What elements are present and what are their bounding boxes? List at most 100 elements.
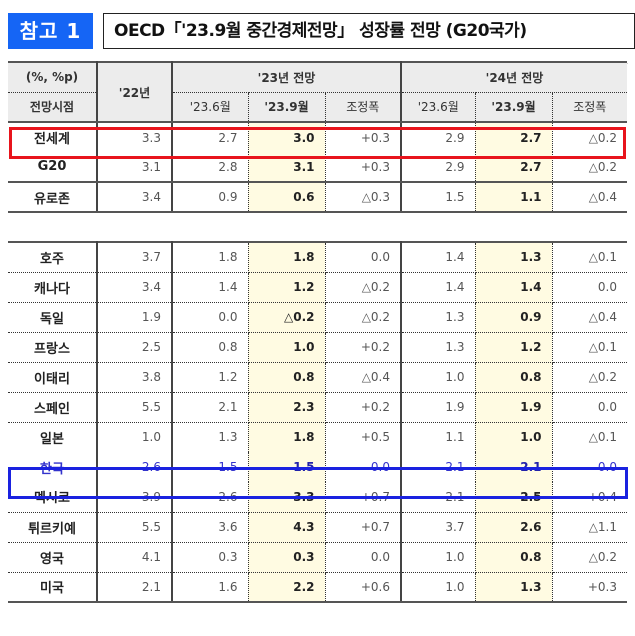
cell-2022: 2.6: [97, 452, 173, 482]
cell-24-sep: 2.1: [475, 452, 553, 482]
header-24-adj: 조정폭: [552, 92, 627, 123]
cell-24-sep: 2.7: [475, 122, 553, 152]
header-24-jun: '23.6월: [401, 92, 476, 123]
cell-24-adj: △0.1: [552, 242, 627, 273]
table-row-canada: 캐나다 3.4 1.4 1.2 △0.2 1.4 1.4 0.0: [8, 272, 627, 303]
cell-24-sep: 1.2: [475, 332, 553, 363]
row-label: 전세계: [8, 122, 98, 152]
cell-23-adj: 0.0: [325, 452, 402, 482]
header-24-sep: '23.9월: [475, 92, 553, 123]
cell-2022: 3.4: [97, 182, 173, 213]
cell-24-adj: 0.0: [552, 392, 627, 423]
cell-24-sep: 1.0: [475, 422, 553, 452]
row-label: 튀르키예: [8, 512, 98, 543]
cell-24-sep: 1.3: [475, 242, 553, 273]
row-label: 미국: [8, 572, 98, 603]
cell-23-sep: 2.2: [248, 572, 326, 603]
table-row-mexico: 멕시코 3.9 2.6 3.3 +0.7 2.1 2.5 +0.4: [8, 482, 627, 513]
row-label: 독일: [8, 302, 98, 333]
cell-24-sep: 0.9: [475, 302, 553, 333]
header-group-2024: '24년 전망: [401, 61, 627, 93]
cell-2022: 5.5: [97, 512, 173, 543]
cell-23-adj: △0.2: [325, 272, 402, 303]
cell-24-sep: 2.6: [475, 512, 553, 543]
cell-23-jun: 0.3: [172, 542, 249, 573]
cell-24-sep: 1.9: [475, 392, 553, 423]
cell-23-sep: 0.8: [248, 362, 326, 393]
cell-23-adj: △0.3: [325, 182, 402, 213]
cell-2022: 3.8: [97, 362, 173, 393]
cell-24-adj: +0.3: [552, 572, 627, 603]
row-label: 스페인: [8, 392, 98, 423]
cell-24-jun: 1.0: [401, 362, 476, 393]
cell-23-adj: 0.0: [325, 242, 402, 273]
cell-24-sep: 0.8: [475, 362, 553, 393]
table-row-turkiye: 튀르키예 5.5 3.6 4.3 +0.7 3.7 2.6 △1.1: [8, 512, 627, 543]
cell-23-adj: +0.3: [325, 122, 402, 152]
cell-24-adj: △0.2: [552, 152, 627, 183]
cell-24-jun: 1.3: [401, 332, 476, 363]
cell-23-adj: △0.2: [325, 302, 402, 333]
cell-24-jun: 1.4: [401, 242, 476, 273]
cell-23-adj: +0.6: [325, 572, 402, 603]
header-group-2023: '23년 전망: [172, 61, 402, 93]
cell-24-sep: 1.4: [475, 272, 553, 303]
row-label: 멕시코: [8, 482, 98, 513]
cell-24-adj: +0.4: [552, 482, 627, 513]
cell-23-jun: 3.6: [172, 512, 249, 543]
cell-24-sep: 2.7: [475, 152, 553, 183]
cell-24-jun: 1.0: [401, 572, 476, 603]
cell-2022: 4.1: [97, 542, 173, 573]
cell-23-sep: △0.2: [248, 302, 326, 333]
cell-23-sep: 3.1: [248, 152, 326, 183]
cell-24-adj: △0.2: [552, 542, 627, 573]
table-row-germany: 독일 1.9 0.0 △0.2 △0.2 1.3 0.9 △0.4: [8, 302, 627, 333]
cell-23-sep: 1.5: [248, 452, 326, 482]
cell-23-jun: 1.4: [172, 272, 249, 303]
table-row-world: 전세계 3.3 2.7 3.0 +0.3 2.9 2.7 △0.2: [8, 122, 627, 152]
cell-24-sep: 1.1: [475, 182, 553, 213]
table-row-usa: 미국 2.1 1.6 2.2 +0.6 1.0 1.3 +0.3: [8, 572, 627, 603]
cell-24-jun: 2.9: [401, 122, 476, 152]
row-label: 이태리: [8, 362, 98, 393]
cell-23-jun: 1.6: [172, 572, 249, 603]
cell-24-jun: 1.0: [401, 542, 476, 573]
table-row-italy: 이태리 3.8 1.2 0.8 △0.4 1.0 0.8 △0.2: [8, 362, 627, 393]
cell-24-jun: 1.3: [401, 302, 476, 333]
table-row-australia: 호주 3.7 1.8 1.8 0.0 1.4 1.3 △0.1: [8, 242, 627, 273]
cell-24-sep: 1.3: [475, 572, 553, 603]
cell-23-jun: 0.9: [172, 182, 249, 213]
spacer-row: [8, 212, 627, 242]
page-title: OECD「'23.9월 중간경제전망」 성장률 전망 (G20국가): [103, 13, 635, 49]
cell-23-sep: 3.0: [248, 122, 326, 152]
cell-23-sep: 4.3: [248, 512, 326, 543]
cell-24-jun: 2.9: [401, 152, 476, 183]
cell-23-adj: +0.2: [325, 392, 402, 423]
cell-2022: 2.1: [97, 572, 173, 603]
cell-23-adj: +0.7: [325, 512, 402, 543]
cell-23-jun: 2.6: [172, 482, 249, 513]
cell-23-sep: 1.0: [248, 332, 326, 363]
table-row-uk: 영국 4.1 0.3 0.3 0.0 1.0 0.8 △0.2: [8, 542, 627, 573]
cell-23-jun: 2.1: [172, 392, 249, 423]
cell-24-jun: 2.1: [401, 452, 476, 482]
row-label: G20: [8, 152, 98, 183]
cell-23-adj: +0.3: [325, 152, 402, 183]
unit-label: (%, %p): [8, 61, 98, 93]
cell-24-jun: 1.4: [401, 272, 476, 303]
reference-badge: 참고 1: [8, 13, 93, 49]
header-23-adj: 조정폭: [325, 92, 402, 123]
row-label: 한국: [8, 452, 98, 482]
cell-24-jun: 1.1: [401, 422, 476, 452]
cell-24-jun: 1.5: [401, 182, 476, 213]
cell-23-sep: 1.2: [248, 272, 326, 303]
cell-24-adj: △0.2: [552, 362, 627, 393]
cell-24-jun: 3.7: [401, 512, 476, 543]
cell-2022: 3.9: [97, 482, 173, 513]
title-row: 참고 1 OECD「'23.9월 중간경제전망」 성장률 전망 (G20국가): [8, 13, 635, 64]
row-label: 프랑스: [8, 332, 98, 363]
cell-2022: 5.5: [97, 392, 173, 423]
cell-23-jun: 1.5: [172, 452, 249, 482]
row-label: 유로존: [8, 182, 98, 213]
cell-24-adj: △0.4: [552, 302, 627, 333]
